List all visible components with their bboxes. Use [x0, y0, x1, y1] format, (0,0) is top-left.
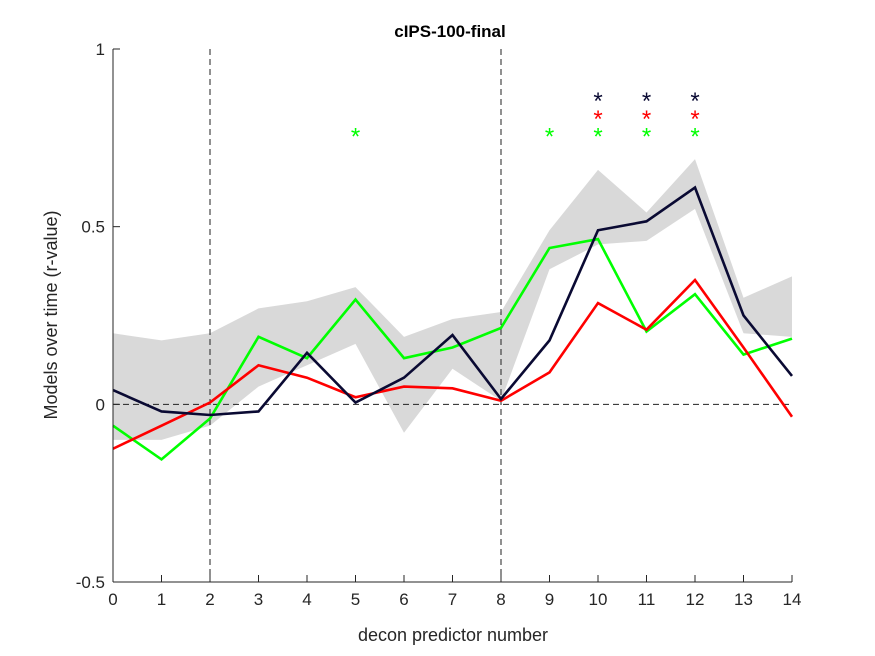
significance-marker: *	[690, 88, 699, 115]
significance-marker: *	[593, 124, 602, 151]
x-tick-label: 0	[108, 590, 117, 609]
significance-markers-layer: * * * * ** * ** * *	[351, 88, 700, 151]
significance-marker: *	[642, 88, 651, 115]
y-tick-label: 1	[96, 40, 105, 59]
x-tick-label: 2	[205, 590, 214, 609]
significance-marker: *	[690, 106, 699, 133]
x-tick-label: 11	[638, 590, 656, 609]
confidence-band	[113, 159, 792, 440]
x-tick-label: 7	[448, 590, 457, 609]
x-tick-label: 3	[254, 590, 263, 609]
significance-marker: *	[351, 124, 360, 151]
tick-labels-layer: 0 1 2 3 4 5 6 7 8 9 10 11 12 13 14-0.500.51	[76, 40, 802, 609]
significance-marker: *	[593, 88, 602, 115]
significance-marker: *	[593, 106, 602, 133]
x-axis-label: decon predictor number	[358, 625, 548, 645]
y-tick-label: 0.5	[81, 218, 105, 237]
reference-lines-layer	[113, 49, 792, 582]
x-tick-label: 5	[351, 590, 360, 609]
y-tick-label: 0	[96, 395, 105, 414]
x-tick-label: 8	[496, 590, 505, 609]
confidence-band-layer	[113, 159, 792, 440]
x-tick-label: 10	[589, 590, 608, 609]
series-line-3	[112, 185, 794, 417]
x-tick-label: 14	[783, 590, 802, 609]
y-tick-label: -0.5	[76, 573, 105, 592]
x-tick-label: 4	[302, 590, 311, 609]
significance-marker: *	[545, 124, 554, 151]
y-axis-label: Models over time (r-value)	[41, 210, 61, 419]
series-layer	[112, 185, 794, 462]
axes-layer	[112, 48, 793, 583]
significance-marker: *	[642, 124, 651, 151]
x-tick-label: 13	[734, 590, 753, 609]
chart-title: cIPS-100-final	[394, 22, 506, 41]
significance-marker: *	[642, 106, 651, 133]
significance-marker: *	[690, 124, 699, 151]
series-line-2	[112, 277, 794, 450]
x-tick-label: 9	[545, 590, 554, 609]
x-tick-label: 6	[399, 590, 408, 609]
x-tick-label: 12	[686, 590, 705, 609]
x-tick-label: 1	[157, 590, 166, 609]
